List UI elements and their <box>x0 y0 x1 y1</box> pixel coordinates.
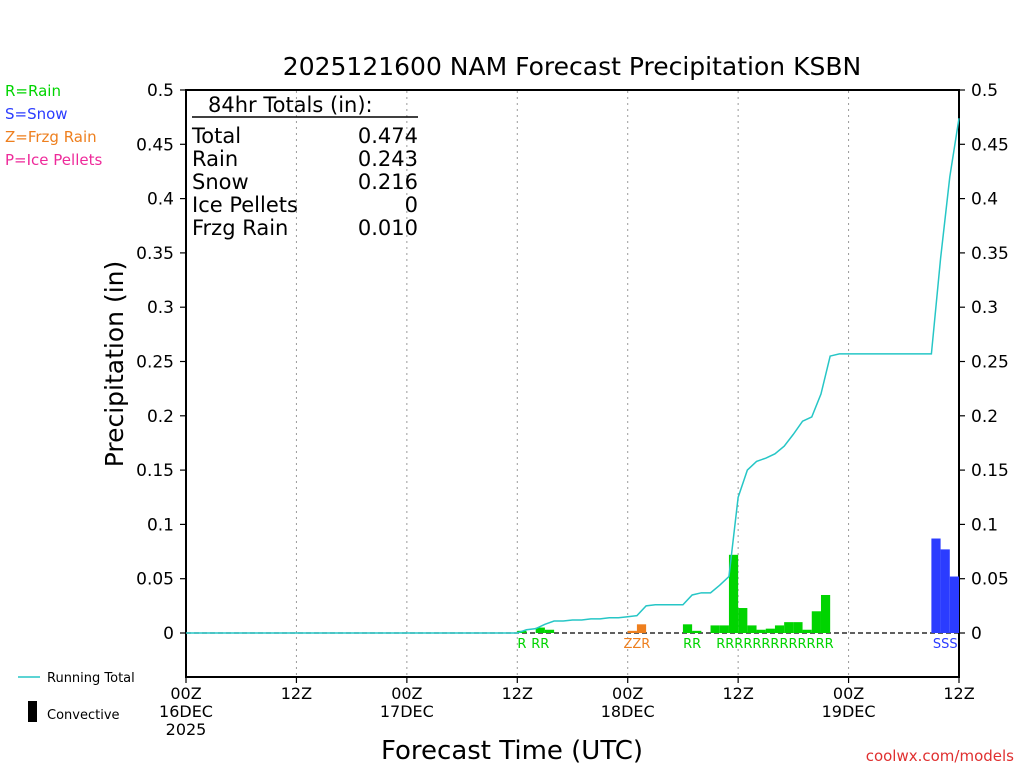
precip-bar <box>756 629 766 633</box>
totals-box: 84hr Totals (in): Total 0.474 Rain 0.243 Sno… <box>191 93 418 240</box>
ptype-legend: R=Rain S=Snow Z=Frzg Rain P=Ice Pellets <box>5 82 102 169</box>
totals-row-value: 0.474 <box>358 124 418 148</box>
y-tick-label: 0.4 <box>971 190 998 210</box>
y-tick-label: 0 <box>971 624 982 644</box>
y-tick-label: 0.25 <box>971 353 1009 373</box>
precip-bar <box>802 629 812 633</box>
y-tick-label: 0.5 <box>971 81 998 101</box>
totals-heading: 84hr Totals (in): <box>208 93 373 117</box>
precip-bar <box>544 629 555 633</box>
y-tick-label: 0.3 <box>147 298 174 318</box>
y-axis-right-ticks: 0.5 0.45 0.4 0.35 0.3 0.25 0.2 0.15 0.1 0.05 0 <box>959 81 1009 644</box>
ptype-label: RR <box>531 637 549 652</box>
precip-bar <box>535 627 545 633</box>
ptype-label: RR <box>683 637 701 652</box>
x-tick-label: 12Z <box>722 684 753 703</box>
precip-bar <box>774 625 785 633</box>
y-tick-label: 0 <box>163 624 174 644</box>
totals-row-label: Ice Pellets <box>192 193 298 217</box>
x-tick-label: 17DEC <box>380 702 434 721</box>
y-tick-label: 0.15 <box>136 461 174 481</box>
y-tick-label: 0.05 <box>971 570 1009 590</box>
y-tick-label: 0.45 <box>971 135 1009 155</box>
y-tick-label: 0.2 <box>147 407 174 427</box>
plot-frame <box>185 89 960 678</box>
running-total-legend-label: Running Total <box>47 671 135 686</box>
totals-row-value: 0.216 <box>358 170 418 194</box>
y-axis-label: Precipitation (in) <box>100 261 129 468</box>
x-tick-label: 00Z <box>612 684 643 703</box>
totals-row-label: Total <box>191 124 241 148</box>
convective-legend-swatch <box>28 701 37 722</box>
precip-bar <box>710 625 720 633</box>
ptype-label: R <box>517 637 526 652</box>
ptype-legend-item: P=Ice Pellets <box>5 151 102 169</box>
y-tick-label: 0.1 <box>147 515 174 535</box>
precip-bars <box>517 538 959 633</box>
bottom-legend: Running Total Convective <box>18 671 135 723</box>
running-total-line <box>186 118 960 634</box>
precip-bar <box>692 630 702 633</box>
y-tick-label: 0.35 <box>971 244 1009 264</box>
ptype-legend-item: S=Snow <box>5 105 68 123</box>
precip-bar <box>765 628 775 633</box>
x-tick-label: 19DEC <box>822 702 876 721</box>
x-tick-label: 00Z <box>833 684 864 703</box>
precip-bar <box>940 549 950 633</box>
ptype-legend-item: R=Rain <box>5 82 61 100</box>
site-credit: coolwx.com/models <box>866 747 1014 765</box>
precip-bar <box>636 624 647 633</box>
precip-bar <box>747 625 757 633</box>
y-tick-label: 0.5 <box>147 81 174 101</box>
ptype-label: SSS <box>933 637 958 652</box>
x-axis-label: Forecast Time (UTC) <box>381 736 643 766</box>
x-tick-label: 12Z <box>281 684 312 703</box>
convective-legend-label: Convective <box>47 708 120 723</box>
ptype-labels: R RR ZZR RR RRRRRRRRRRRRR SSS <box>517 637 957 652</box>
y-tick-label: 0.15 <box>971 461 1009 481</box>
totals-row-value: 0.010 <box>358 216 418 240</box>
totals-row-value: 0.243 <box>358 147 418 171</box>
x-tick-label: 16DEC <box>159 702 213 721</box>
running-total-layer <box>186 118 960 634</box>
y-axis-left-ticks: 0.5 0.45 0.4 0.35 0.3 0.25 0.2 0.15 0.1 0.05 0 <box>136 81 186 644</box>
precip-bar <box>820 594 831 633</box>
x-tick-label: 00Z <box>391 684 422 703</box>
precip-bar <box>949 576 959 633</box>
y-tick-label: 0.3 <box>971 298 998 318</box>
ptype-legend-item: Z=Frzg Rain <box>5 128 97 146</box>
precip-bar <box>719 625 729 633</box>
y-tick-label: 0.05 <box>136 570 174 590</box>
x-tick-label: 00Z <box>170 684 201 703</box>
x-tick-label: 12Z <box>943 684 974 703</box>
precip-bar <box>931 538 941 633</box>
y-tick-label: 0.1 <box>971 515 998 535</box>
precip-bar <box>728 554 739 633</box>
precip-bar <box>784 622 794 633</box>
x-tick-label: 2025 <box>166 720 207 739</box>
y-tick-label: 0.35 <box>136 244 174 264</box>
x-tick-label: 12Z <box>502 684 533 703</box>
ptype-label: RRRRRRRRRRRRR <box>716 637 833 652</box>
precip-bar <box>738 608 748 633</box>
totals-row-label: Frzg Rain <box>192 216 288 240</box>
grid-lines <box>295 91 850 677</box>
x-tick-label: 18DEC <box>601 702 655 721</box>
ptype-label: ZZR <box>623 637 650 652</box>
precip-bar <box>811 611 821 633</box>
totals-row-value: 0 <box>405 193 418 217</box>
y-tick-label: 0.45 <box>136 135 174 155</box>
totals-row-label: Snow <box>192 170 249 194</box>
chart-title: 2025121600 NAM Forecast Precipitation KS… <box>283 52 861 81</box>
precip-bar <box>682 624 693 633</box>
y-tick-label: 0.25 <box>136 353 174 373</box>
precip-bar <box>793 622 803 633</box>
precip-bar <box>627 630 637 633</box>
y-tick-label: 0.2 <box>971 407 998 427</box>
y-tick-label: 0.4 <box>147 190 174 210</box>
totals-row-label: Rain <box>192 147 238 171</box>
